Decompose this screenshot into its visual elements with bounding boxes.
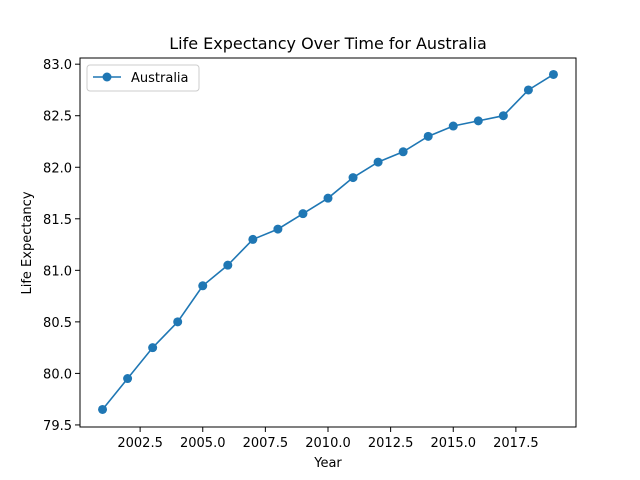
x-tick-label: 2012.5 bbox=[368, 436, 414, 451]
y-tick-label: 81.0 bbox=[43, 264, 72, 279]
data-point bbox=[448, 121, 458, 131]
data-point bbox=[248, 234, 258, 244]
data-point bbox=[473, 116, 483, 126]
y-axis-label: Life Expectancy bbox=[20, 191, 35, 294]
data-point bbox=[373, 157, 383, 167]
legend-box bbox=[86, 64, 200, 92]
data-point bbox=[423, 131, 433, 141]
x-axis-label: Year bbox=[313, 456, 342, 471]
data-point bbox=[98, 404, 108, 414]
data-point bbox=[173, 317, 183, 327]
y-tick-label: 79.5 bbox=[43, 419, 72, 434]
x-tick-label: 2017.5 bbox=[493, 436, 539, 451]
data-point bbox=[548, 69, 558, 79]
y-tick-label: 80.0 bbox=[43, 367, 72, 382]
data-point bbox=[148, 343, 158, 353]
y-tick-label: 80.5 bbox=[43, 316, 72, 331]
data-point bbox=[348, 173, 358, 183]
x-tick-label: 2010.0 bbox=[305, 436, 351, 451]
x-tick-label: 2002.5 bbox=[117, 436, 163, 451]
y-tick-label: 81.5 bbox=[43, 213, 72, 228]
chart-title: Life Expectancy Over Time for Australia bbox=[169, 34, 487, 53]
data-point bbox=[498, 111, 508, 121]
legend: Australia bbox=[86, 64, 200, 92]
data-point bbox=[398, 147, 408, 157]
legend-marker-swatch bbox=[102, 72, 112, 82]
axis-ticks: 2002.5 2005.0 2007.5 2010.0 2012.5 2015.0 2017… bbox=[43, 58, 539, 451]
x-tick-label: 2015.0 bbox=[431, 436, 477, 451]
plot-area bbox=[98, 69, 558, 414]
x-tick-label: 2007.5 bbox=[243, 436, 289, 451]
y-tick-label: 82.5 bbox=[43, 110, 72, 125]
data-point bbox=[223, 260, 233, 270]
data-point bbox=[523, 85, 533, 95]
data-point bbox=[198, 281, 208, 291]
y-tick-label: 82.0 bbox=[43, 161, 72, 176]
data-point bbox=[323, 193, 333, 203]
legend-label-australia: Australia bbox=[131, 71, 189, 86]
y-tick-label: 83.0 bbox=[43, 58, 72, 73]
data-point bbox=[273, 224, 283, 234]
data-point bbox=[298, 209, 308, 219]
x-tick-label: 2005.0 bbox=[180, 436, 226, 451]
data-point bbox=[123, 374, 133, 384]
